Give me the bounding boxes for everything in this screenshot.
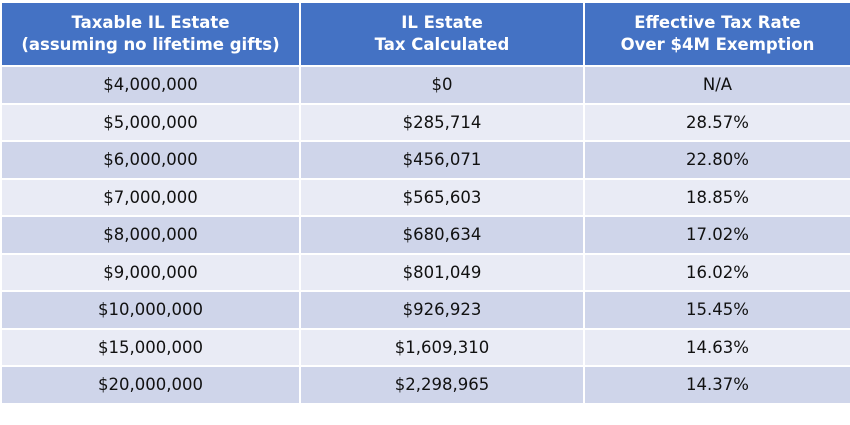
header-row: Taxable IL Estate (assuming no lifetime g… — [0, 1, 850, 67]
cell-taxable-estate: $9,000,000 — [0, 252, 301, 292]
header-taxable-estate: Taxable IL Estate (assuming no lifetime g… — [0, 1, 301, 67]
header-line: Effective Tax Rate — [634, 13, 801, 32]
cell-effective-rate: 14.37% — [583, 365, 850, 405]
cell-tax-calculated: $0 — [299, 65, 585, 105]
header-line: Tax Calculated — [374, 35, 510, 54]
table-row: $15,000,000 $1,609,310 14.63% — [0, 327, 850, 367]
cell-effective-rate: 16.02% — [583, 252, 850, 292]
table-row: $5,000,000 $285,714 28.57% — [0, 102, 850, 142]
header-tax-calculated: IL Estate Tax Calculated — [299, 1, 585, 67]
table-row: $10,000,000 $926,923 15.45% — [0, 290, 850, 330]
cell-tax-calculated: $565,603 — [299, 177, 585, 217]
cell-taxable-estate: $6,000,000 — [0, 140, 301, 180]
table-row: $8,000,000 $680,634 17.02% — [0, 215, 850, 255]
cell-tax-calculated: $801,049 — [299, 252, 585, 292]
cell-taxable-estate: $15,000,000 — [0, 327, 301, 367]
header-line: IL Estate — [401, 13, 483, 32]
cell-taxable-estate: $10,000,000 — [0, 290, 301, 330]
cell-taxable-estate: $7,000,000 — [0, 177, 301, 217]
cell-effective-rate: 14.63% — [583, 327, 850, 367]
cell-effective-rate: 18.85% — [583, 177, 850, 217]
cell-tax-calculated: $285,714 — [299, 102, 585, 142]
cell-taxable-estate: $20,000,000 — [0, 365, 301, 405]
table-row: $6,000,000 $456,071 22.80% — [0, 140, 850, 180]
cell-effective-rate: 22.80% — [583, 140, 850, 180]
cell-taxable-estate: $8,000,000 — [0, 215, 301, 255]
cell-taxable-estate: $4,000,000 — [0, 65, 301, 105]
cell-tax-calculated: $456,071 — [299, 140, 585, 180]
cell-taxable-estate: $5,000,000 — [0, 102, 301, 142]
header-line: Taxable IL Estate — [71, 13, 230, 32]
table-row: $20,000,000 $2,298,965 14.37% — [0, 365, 850, 405]
header-line: (assuming no lifetime gifts) — [21, 35, 280, 54]
header-line: Over $4M Exemption — [620, 35, 815, 54]
table-row: $9,000,000 $801,049 16.02% — [0, 252, 850, 292]
cell-effective-rate: 17.02% — [583, 215, 850, 255]
cell-tax-calculated: $926,923 — [299, 290, 585, 330]
cell-effective-rate: N/A — [583, 65, 850, 105]
table-row: $7,000,000 $565,603 18.85% — [0, 177, 850, 217]
table-row: $4,000,000 $0 N/A — [0, 65, 850, 105]
header-effective-rate: Effective Tax Rate Over $4M Exemption — [583, 1, 850, 67]
cell-tax-calculated: $2,298,965 — [299, 365, 585, 405]
estate-tax-table: Taxable IL Estate (assuming no lifetime g… — [0, 1, 850, 405]
cell-tax-calculated: $1,609,310 — [299, 327, 585, 367]
cell-effective-rate: 28.57% — [583, 102, 850, 142]
cell-effective-rate: 15.45% — [583, 290, 850, 330]
cell-tax-calculated: $680,634 — [299, 215, 585, 255]
